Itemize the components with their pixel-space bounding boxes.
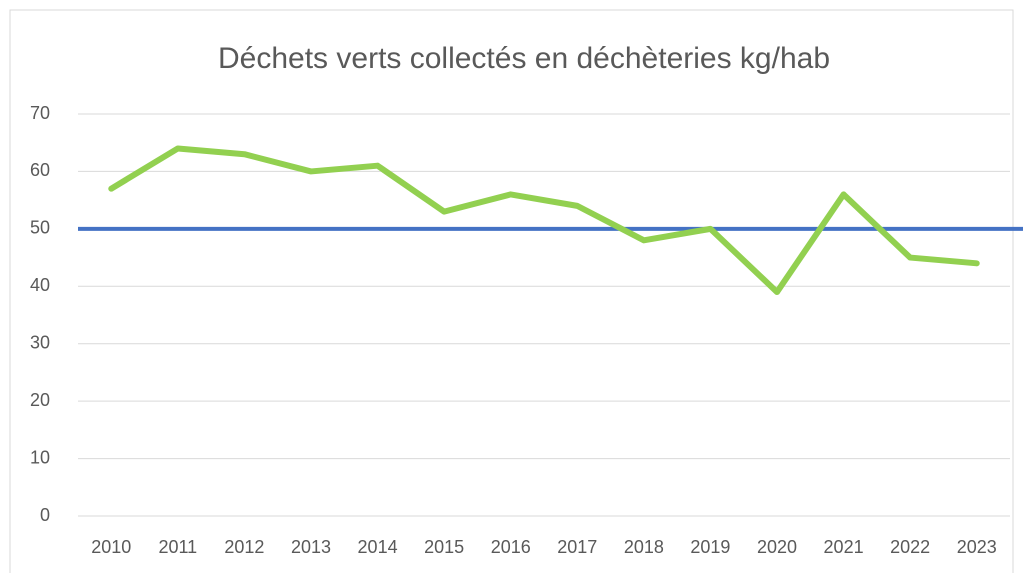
y-tick-label: 40	[30, 275, 50, 295]
x-tick-label: 2021	[824, 537, 864, 557]
y-tick-label: 70	[30, 103, 50, 123]
x-tick-label: 2018	[624, 537, 664, 557]
x-tick-label: 2022	[890, 537, 930, 557]
data-line	[108, 145, 980, 296]
x-tick-label: 2011	[158, 537, 197, 557]
y-tick-label: 0	[40, 505, 50, 525]
x-tick-label: 2023	[957, 537, 997, 557]
x-tick-label: 2015	[424, 537, 464, 557]
y-tick-label: 20	[30, 390, 50, 410]
y-tick-label: 60	[30, 160, 50, 180]
x-tick-label: 2019	[690, 537, 730, 557]
x-tick-label: 2010	[91, 537, 131, 557]
x-tick-label: 2017	[557, 537, 597, 557]
y-tick-label: 50	[30, 218, 50, 238]
x-tick-label: 2012	[224, 537, 264, 557]
y-tick-label: 30	[30, 332, 50, 352]
x-tick-label: 2014	[358, 537, 398, 557]
x-tick-label: 2020	[757, 537, 797, 557]
y-tick-label: 10	[30, 447, 50, 467]
x-tick-label: 2013	[291, 537, 331, 557]
chart-frame	[9, 9, 1014, 573]
chart-title: Déchets verts collectés en déchèteries k…	[218, 42, 830, 75]
x-tick-label: 2016	[491, 537, 531, 557]
